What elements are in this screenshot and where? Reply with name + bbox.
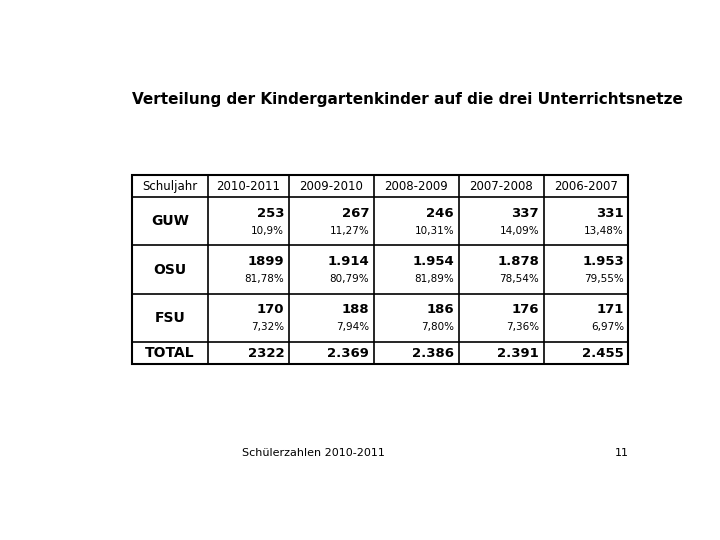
Text: Schuljahr: Schuljahr — [143, 180, 198, 193]
Text: 2006-2007: 2006-2007 — [554, 180, 618, 193]
Text: FSU: FSU — [155, 311, 186, 325]
Text: 1.954: 1.954 — [413, 255, 454, 268]
Text: 170: 170 — [257, 303, 284, 316]
Text: 186: 186 — [426, 303, 454, 316]
Text: 2.391: 2.391 — [498, 347, 539, 360]
Text: 2009-2010: 2009-2010 — [300, 180, 363, 193]
Text: 7,80%: 7,80% — [421, 322, 454, 333]
Text: 1899: 1899 — [248, 255, 284, 268]
Text: 79,55%: 79,55% — [584, 274, 624, 284]
Text: 6,97%: 6,97% — [591, 322, 624, 333]
Text: 2322: 2322 — [248, 347, 284, 360]
Text: 267: 267 — [342, 207, 369, 220]
Text: 81,89%: 81,89% — [415, 274, 454, 284]
Text: 80,79%: 80,79% — [330, 274, 369, 284]
Text: 11: 11 — [614, 448, 629, 458]
Text: 81,78%: 81,78% — [245, 274, 284, 284]
Text: 2007-2008: 2007-2008 — [469, 180, 533, 193]
Text: 1.953: 1.953 — [582, 255, 624, 268]
Text: TOTAL: TOTAL — [145, 346, 195, 360]
Text: OSU: OSU — [153, 262, 186, 276]
Text: 7,36%: 7,36% — [506, 322, 539, 333]
Text: 2008-2009: 2008-2009 — [384, 180, 448, 193]
Text: 13,48%: 13,48% — [584, 226, 624, 236]
Text: Schülerzahlen 2010-2011: Schülerzahlen 2010-2011 — [242, 448, 384, 458]
Text: 188: 188 — [341, 303, 369, 316]
Text: 337: 337 — [511, 207, 539, 220]
Text: 171: 171 — [597, 303, 624, 316]
Text: 246: 246 — [426, 207, 454, 220]
Text: 7,32%: 7,32% — [251, 322, 284, 333]
Text: 1.914: 1.914 — [328, 255, 369, 268]
Text: 2.455: 2.455 — [582, 347, 624, 360]
Text: 14,09%: 14,09% — [500, 226, 539, 236]
Text: 2.386: 2.386 — [412, 347, 454, 360]
Text: 2010-2011: 2010-2011 — [217, 180, 281, 193]
Text: 10,31%: 10,31% — [415, 226, 454, 236]
Text: 176: 176 — [512, 303, 539, 316]
Text: 78,54%: 78,54% — [499, 274, 539, 284]
Text: 2.369: 2.369 — [328, 347, 369, 360]
Text: 10,9%: 10,9% — [251, 226, 284, 236]
Text: 7,94%: 7,94% — [336, 322, 369, 333]
Text: Verteilung der Kindergartenkinder auf die drei Unterrichtsnetze: Verteilung der Kindergartenkinder auf di… — [132, 92, 683, 107]
Text: GUW: GUW — [151, 214, 189, 228]
Text: 331: 331 — [596, 207, 624, 220]
Text: 1.878: 1.878 — [498, 255, 539, 268]
Text: 253: 253 — [257, 207, 284, 220]
Text: 11,27%: 11,27% — [330, 226, 369, 236]
